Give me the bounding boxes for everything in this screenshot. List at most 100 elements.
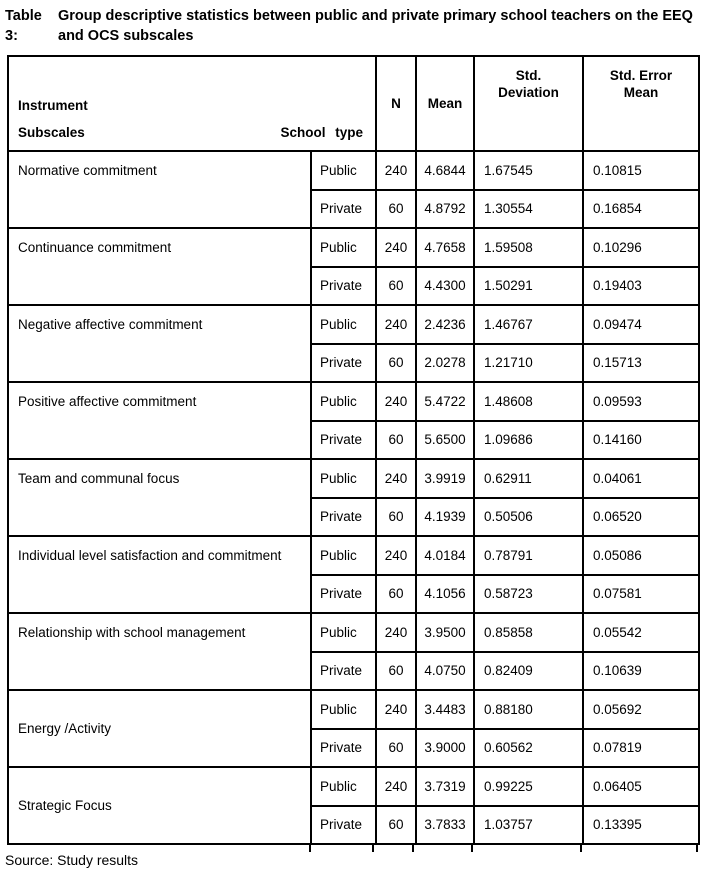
std-error-cell: 0.07819 <box>582 727 700 768</box>
mean-cell: 2.4236 <box>415 304 475 345</box>
header-std-error-mean: Std. Error Mean <box>582 55 700 152</box>
table-row: Private 60 4.4300 1.50291 0.19403 <box>8 265 700 306</box>
header-subscales-label: Subscales <box>18 125 85 140</box>
n-cell: 240 <box>375 612 417 653</box>
std-deviation-cell: 0.82409 <box>473 650 584 691</box>
school-type-cell: Public <box>310 535 377 576</box>
mean-cell: 3.7833 <box>415 804 475 845</box>
n-cell: 240 <box>375 766 417 807</box>
n-cell: 60 <box>375 727 417 768</box>
n-cell: 240 <box>375 381 417 422</box>
std-error-cell: 0.13395 <box>582 804 700 845</box>
subscale-label: Relationship with school management <box>7 612 312 691</box>
table-row: Individual level satisfaction and commit… <box>7 535 700 614</box>
std-error-cell: 0.14160 <box>582 419 700 460</box>
cropped-gridline <box>471 845 473 852</box>
std-error-cell: 0.09474 <box>582 304 700 345</box>
mean-cell: 4.6844 <box>415 150 475 191</box>
std-deviation-cell: 1.21710 <box>473 342 584 383</box>
school-type-cell: Private <box>310 573 377 614</box>
subscale-label: Continuance commitment <box>7 227 312 306</box>
table-row: Private 60 4.8792 1.30554 0.16854 <box>8 188 700 229</box>
mean-cell: 3.9500 <box>415 612 475 653</box>
subscale-label: Individual level satisfaction and commit… <box>7 535 312 614</box>
subscale-label: Strategic Focus <box>7 766 312 845</box>
school-type-cell: Private <box>310 419 377 460</box>
subscale-label: Team and communal focus <box>7 458 312 537</box>
mean-cell: 3.9000 <box>415 727 475 768</box>
std-error-cell: 0.05086 <box>582 535 700 576</box>
school-type-cell: Private <box>310 188 377 229</box>
n-cell: 60 <box>375 573 417 614</box>
mean-cell: 4.8792 <box>415 188 475 229</box>
table-row: Normative commitment Public 240 4.6844 1… <box>7 150 700 229</box>
n-cell: 240 <box>375 150 417 191</box>
subscale-label: Normative commitment <box>7 150 312 229</box>
subscale-label: Energy /Activity <box>7 689 312 768</box>
std-error-cell: 0.10639 <box>582 650 700 691</box>
std-deviation-cell: 0.88180 <box>473 689 584 730</box>
school-type-cell: Private <box>310 804 377 845</box>
table-row: Private 60 4.1939 0.50506 0.06520 <box>8 496 700 537</box>
n-cell: 240 <box>375 304 417 345</box>
std-deviation-cell: 1.09686 <box>473 419 584 460</box>
header-n: N <box>375 55 417 152</box>
n-cell: 60 <box>375 804 417 845</box>
std-deviation-cell: 1.67545 <box>473 150 584 191</box>
cropped-gridline <box>580 845 582 852</box>
school-type-cell: Public <box>310 689 377 730</box>
std-error-cell: 0.09593 <box>582 381 700 422</box>
table-row: Private 60 4.0750 0.82409 0.10639 <box>8 650 700 691</box>
table-row: Strategic Focus Public 240 3.7319 0.9922… <box>7 766 700 845</box>
header-mean: Mean <box>415 55 475 152</box>
cropped-gridline <box>412 845 414 852</box>
mean-cell: 4.1056 <box>415 573 475 614</box>
table-row: Private 60 3.9000 0.60562 0.07819 <box>8 727 700 768</box>
school-type-cell: Private <box>310 727 377 768</box>
school-type-cell: Public <box>310 381 377 422</box>
std-error-cell: 0.05692 <box>582 689 700 730</box>
mean-cell: 2.0278 <box>415 342 475 383</box>
table-caption: Table 3: Group descriptive statistics be… <box>5 6 703 46</box>
n-cell: 60 <box>375 188 417 229</box>
school-type-cell: Private <box>310 496 377 537</box>
table-caption-text: Group descriptive statistics between pub… <box>58 8 693 44</box>
school-type-cell: Private <box>310 650 377 691</box>
school-type-cell: Public <box>310 766 377 807</box>
school-type-cell: Public <box>310 227 377 268</box>
table-row: Private 60 2.0278 1.21710 0.15713 <box>8 342 700 383</box>
std-deviation-cell: 0.85858 <box>473 612 584 653</box>
std-error-cell: 0.06520 <box>582 496 700 537</box>
mean-cell: 4.0184 <box>415 535 475 576</box>
std-error-cell: 0.06405 <box>582 766 700 807</box>
std-error-cell: 0.10815 <box>582 150 700 191</box>
table-row: Private 60 4.1056 0.58723 0.07581 <box>8 573 700 614</box>
mean-cell: 4.1939 <box>415 496 475 537</box>
std-deviation-cell: 1.48608 <box>473 381 584 422</box>
mean-cell: 5.4722 <box>415 381 475 422</box>
std-error-cell: 0.16854 <box>582 188 700 229</box>
std-deviation-cell: 0.60562 <box>473 727 584 768</box>
std-deviation-cell: 0.99225 <box>473 766 584 807</box>
std-deviation-cell: 0.58723 <box>473 573 584 614</box>
cropped-gridline <box>696 845 698 852</box>
mean-cell: 4.7658 <box>415 227 475 268</box>
subscale-label: Negative affective commitment <box>7 304 312 383</box>
school-type-cell: Private <box>310 342 377 383</box>
n-cell: 60 <box>375 265 417 306</box>
n-cell: 60 <box>375 650 417 691</box>
mean-cell: 4.0750 <box>415 650 475 691</box>
std-deviation-cell: 1.59508 <box>473 227 584 268</box>
cropped-gridline <box>309 845 311 852</box>
table-row: Energy /Activity Public 240 3.4483 0.881… <box>7 689 700 768</box>
table-row: Negative affective commitment Public 240… <box>7 304 700 383</box>
n-cell: 240 <box>375 689 417 730</box>
table-row: Positive affective commitment Public 240… <box>7 381 700 460</box>
std-deviation-cell: 1.50291 <box>473 265 584 306</box>
std-error-cell: 0.07581 <box>582 573 700 614</box>
header-instrument-subscales-cell: Instrument Subscales School type <box>7 55 377 152</box>
table-row: Private 60 3.7833 1.03757 0.13395 <box>8 804 700 845</box>
school-type-cell: Public <box>310 150 377 191</box>
mean-cell: 5.6500 <box>415 419 475 460</box>
